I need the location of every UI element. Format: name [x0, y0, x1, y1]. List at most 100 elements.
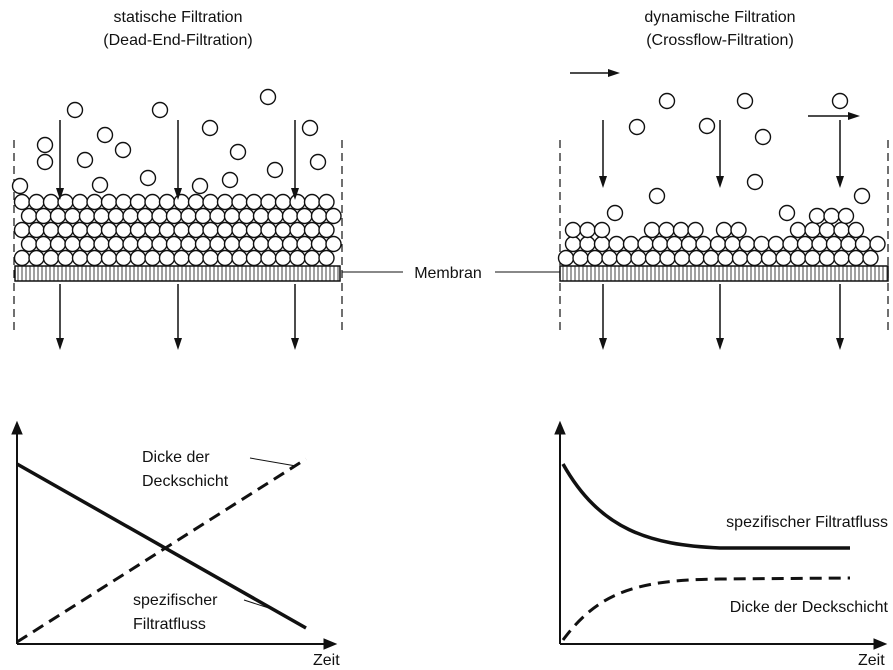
particle — [71, 193, 89, 211]
particle — [698, 117, 716, 135]
particle — [129, 221, 147, 239]
particle — [13, 221, 31, 239]
particle — [260, 249, 277, 267]
particle — [173, 221, 190, 239]
particle — [28, 249, 45, 267]
particle — [180, 235, 197, 253]
particle — [11, 177, 29, 195]
particle — [107, 207, 125, 225]
particle — [318, 193, 335, 211]
left-thickness-label: Deckschicht — [142, 473, 229, 490]
particle — [724, 235, 741, 253]
particle — [823, 207, 840, 225]
arrowhead — [174, 188, 182, 200]
particle — [64, 235, 81, 253]
particle — [818, 249, 836, 267]
particle — [687, 221, 704, 239]
particle — [202, 193, 219, 211]
particle — [202, 249, 219, 267]
arrowhead — [291, 338, 299, 350]
particle — [35, 207, 52, 225]
membrane-label: Membran — [414, 265, 482, 282]
particle — [115, 249, 132, 267]
left-thickness-label: Dicke der — [142, 449, 210, 466]
particle — [216, 193, 234, 211]
particle — [238, 207, 255, 225]
particle — [715, 221, 733, 239]
particle — [64, 207, 81, 225]
particle — [57, 249, 74, 267]
particle — [753, 235, 770, 253]
left-subtitle: (Dead-End-Filtration) — [103, 32, 252, 49]
particle — [252, 235, 270, 253]
particle — [42, 221, 60, 239]
particle — [42, 193, 60, 211]
leader — [249, 457, 297, 467]
particle — [100, 221, 118, 239]
particle — [20, 235, 38, 253]
particle — [658, 92, 676, 110]
particle — [731, 249, 749, 267]
particle — [847, 249, 865, 267]
arrowhead — [716, 338, 724, 350]
particle — [259, 88, 277, 106]
right-graph — [554, 420, 888, 650]
arrowhead — [836, 176, 844, 188]
particle — [66, 101, 84, 119]
particle — [86, 193, 103, 211]
right-thickness-label: Dicke der Deckschicht — [730, 599, 889, 616]
particle — [767, 235, 785, 253]
particle — [666, 235, 683, 253]
particle — [622, 235, 640, 253]
particle — [223, 235, 241, 253]
particle — [36, 136, 54, 154]
particle — [13, 249, 31, 267]
particle — [115, 221, 132, 239]
particle — [78, 207, 96, 225]
particle — [303, 193, 321, 211]
particle — [601, 249, 618, 267]
particle — [274, 249, 292, 267]
particle — [615, 249, 633, 267]
particle — [151, 101, 169, 119]
particle — [630, 249, 647, 267]
particle — [180, 207, 197, 225]
particle — [144, 193, 161, 211]
particle — [28, 221, 45, 239]
left-x-label: Zeit — [313, 652, 340, 669]
particle — [789, 221, 807, 239]
particle — [165, 207, 183, 225]
particle — [778, 204, 796, 222]
particle — [833, 249, 850, 267]
particle — [586, 249, 604, 267]
arrowhead — [848, 112, 860, 120]
particle — [869, 235, 886, 253]
particle — [245, 221, 263, 239]
particle — [78, 235, 96, 253]
arrowhead — [291, 188, 299, 200]
particle — [231, 193, 248, 211]
particle — [49, 235, 67, 253]
particle — [854, 235, 872, 253]
particle — [96, 126, 114, 144]
right-subtitle: (Crossflow-Filtration) — [646, 32, 794, 49]
particle — [260, 193, 277, 211]
right-title: dynamische Filtration — [644, 9, 795, 26]
particle — [122, 207, 139, 225]
particle — [289, 193, 306, 211]
particle — [187, 221, 205, 239]
particle — [289, 221, 306, 239]
particle — [229, 143, 247, 161]
particle — [91, 176, 109, 194]
particle — [318, 249, 335, 267]
particle — [659, 249, 676, 267]
particle — [216, 221, 234, 239]
arrowhead — [836, 338, 844, 350]
particle — [825, 235, 843, 253]
particle — [301, 119, 319, 137]
membrane — [14, 265, 341, 282]
particle — [804, 221, 821, 239]
particle — [86, 221, 103, 239]
particle — [281, 207, 299, 225]
